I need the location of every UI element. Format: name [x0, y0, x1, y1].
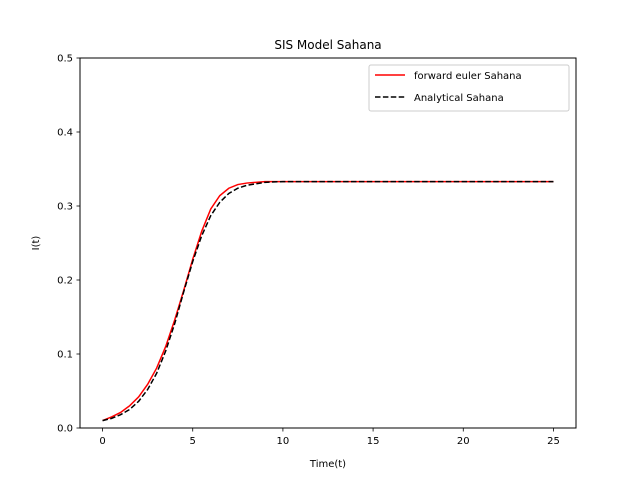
- y-tick-label: 0.1: [57, 350, 73, 361]
- x-axis-label: Time(t): [309, 459, 346, 470]
- legend-box: [368, 64, 570, 112]
- axis-ticks: 0 5 10 15 20 25 0.0 0.1 0.2 0.3 0.4 0.5: [57, 54, 560, 448]
- x-tick-label: 0: [99, 436, 105, 447]
- legend-label-analytical: Analytical Sahana: [414, 93, 504, 104]
- x-tick-label: 10: [277, 436, 290, 447]
- y-tick-label: 0.2: [57, 276, 73, 287]
- x-tick-label: 25: [547, 436, 560, 447]
- y-tick-label: 0.3: [57, 202, 73, 213]
- y-tick-label: 0.4: [57, 128, 73, 139]
- axes-frame: [79, 57, 577, 429]
- series-line-forward-euler: [102, 180, 554, 422]
- y-axis-label: I(t): [31, 236, 42, 251]
- chart-title: SIS Model Sahana: [274, 38, 381, 52]
- y-tick-label: 0.5: [57, 54, 73, 65]
- plot-area: [102, 180, 554, 422]
- x-tick-label: 15: [367, 436, 380, 447]
- legend-label-forward-euler: forward euler Sahana: [414, 71, 522, 82]
- y-tick-label: 0.0: [57, 424, 73, 435]
- x-tick-label: 5: [190, 436, 196, 447]
- legend: forward euler Sahana Analytical Sahana: [368, 64, 570, 112]
- series-line-analytical: [102, 180, 554, 422]
- x-tick-label: 20: [457, 436, 470, 447]
